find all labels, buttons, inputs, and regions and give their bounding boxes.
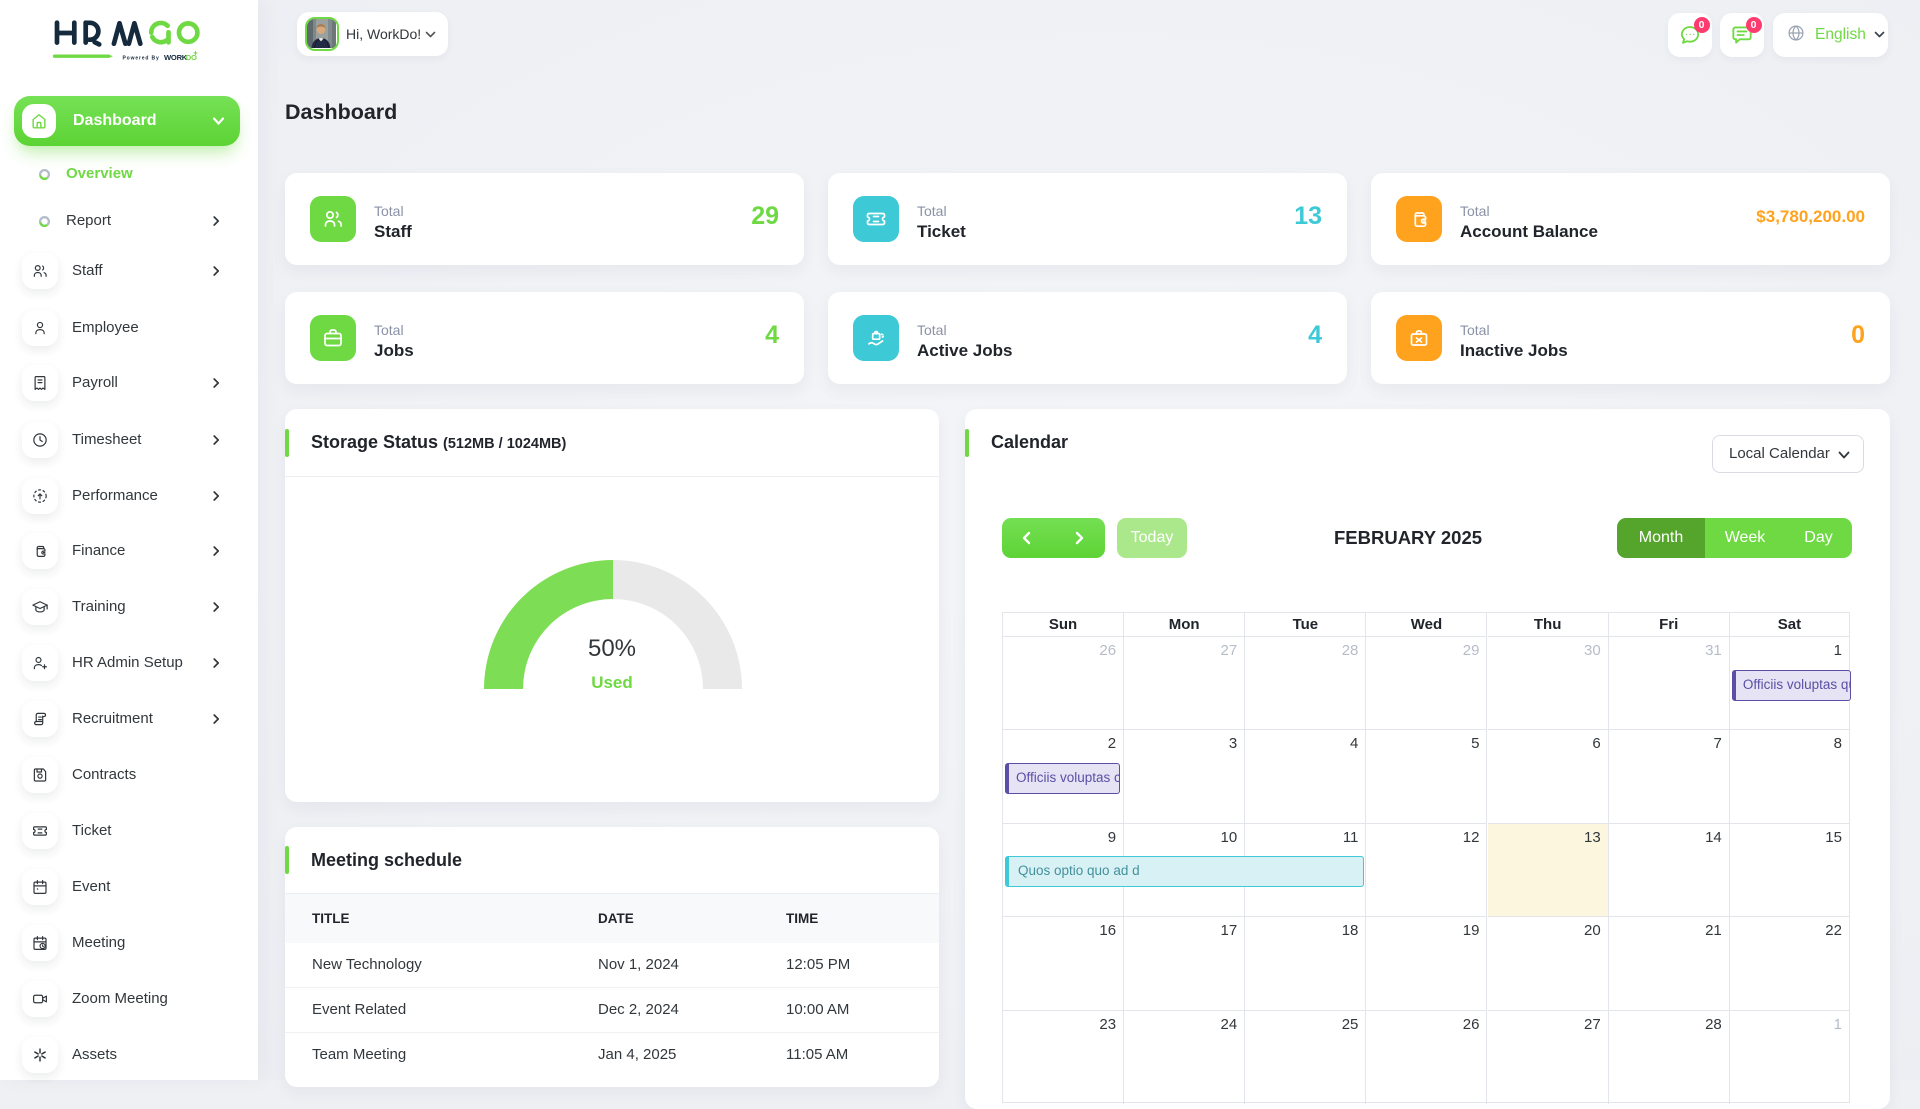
svg-text:DO: DO: [186, 53, 197, 62]
svg-text:WORK: WORK: [164, 53, 188, 62]
svg-text:Powered By: Powered By: [123, 55, 160, 61]
